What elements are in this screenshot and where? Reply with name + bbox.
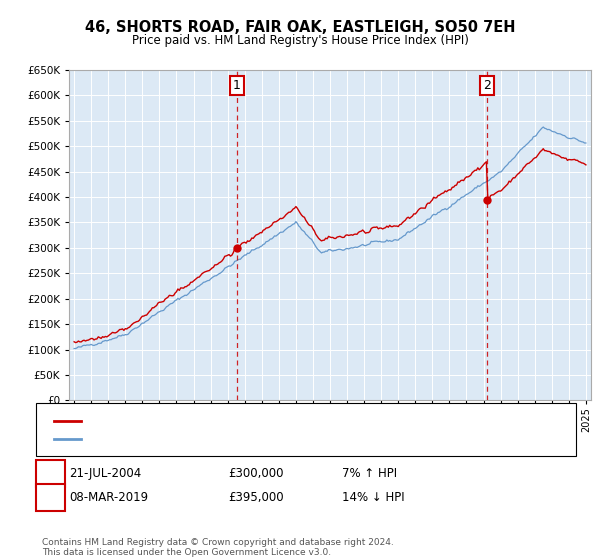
Text: 46, SHORTS ROAD, FAIR OAK, EASTLEIGH, SO50 7EH (detached house): 46, SHORTS ROAD, FAIR OAK, EASTLEIGH, SO… <box>87 416 454 426</box>
Text: 1: 1 <box>47 466 54 480</box>
Text: £395,000: £395,000 <box>228 491 284 504</box>
Text: £300,000: £300,000 <box>228 466 284 480</box>
Text: 14% ↓ HPI: 14% ↓ HPI <box>342 491 404 504</box>
Text: 21-JUL-2004: 21-JUL-2004 <box>69 466 141 480</box>
Text: 2: 2 <box>47 491 54 504</box>
Text: 1: 1 <box>233 79 241 92</box>
Text: 2: 2 <box>482 79 491 92</box>
Text: 08-MAR-2019: 08-MAR-2019 <box>69 491 148 504</box>
Text: Price paid vs. HM Land Registry's House Price Index (HPI): Price paid vs. HM Land Registry's House … <box>131 34 469 46</box>
Text: HPI: Average price, detached house, Eastleigh: HPI: Average price, detached house, East… <box>87 434 328 444</box>
Text: 46, SHORTS ROAD, FAIR OAK, EASTLEIGH, SO50 7EH: 46, SHORTS ROAD, FAIR OAK, EASTLEIGH, SO… <box>85 20 515 35</box>
Text: Contains HM Land Registry data © Crown copyright and database right 2024.
This d: Contains HM Land Registry data © Crown c… <box>42 538 394 557</box>
Text: 7% ↑ HPI: 7% ↑ HPI <box>342 466 397 480</box>
